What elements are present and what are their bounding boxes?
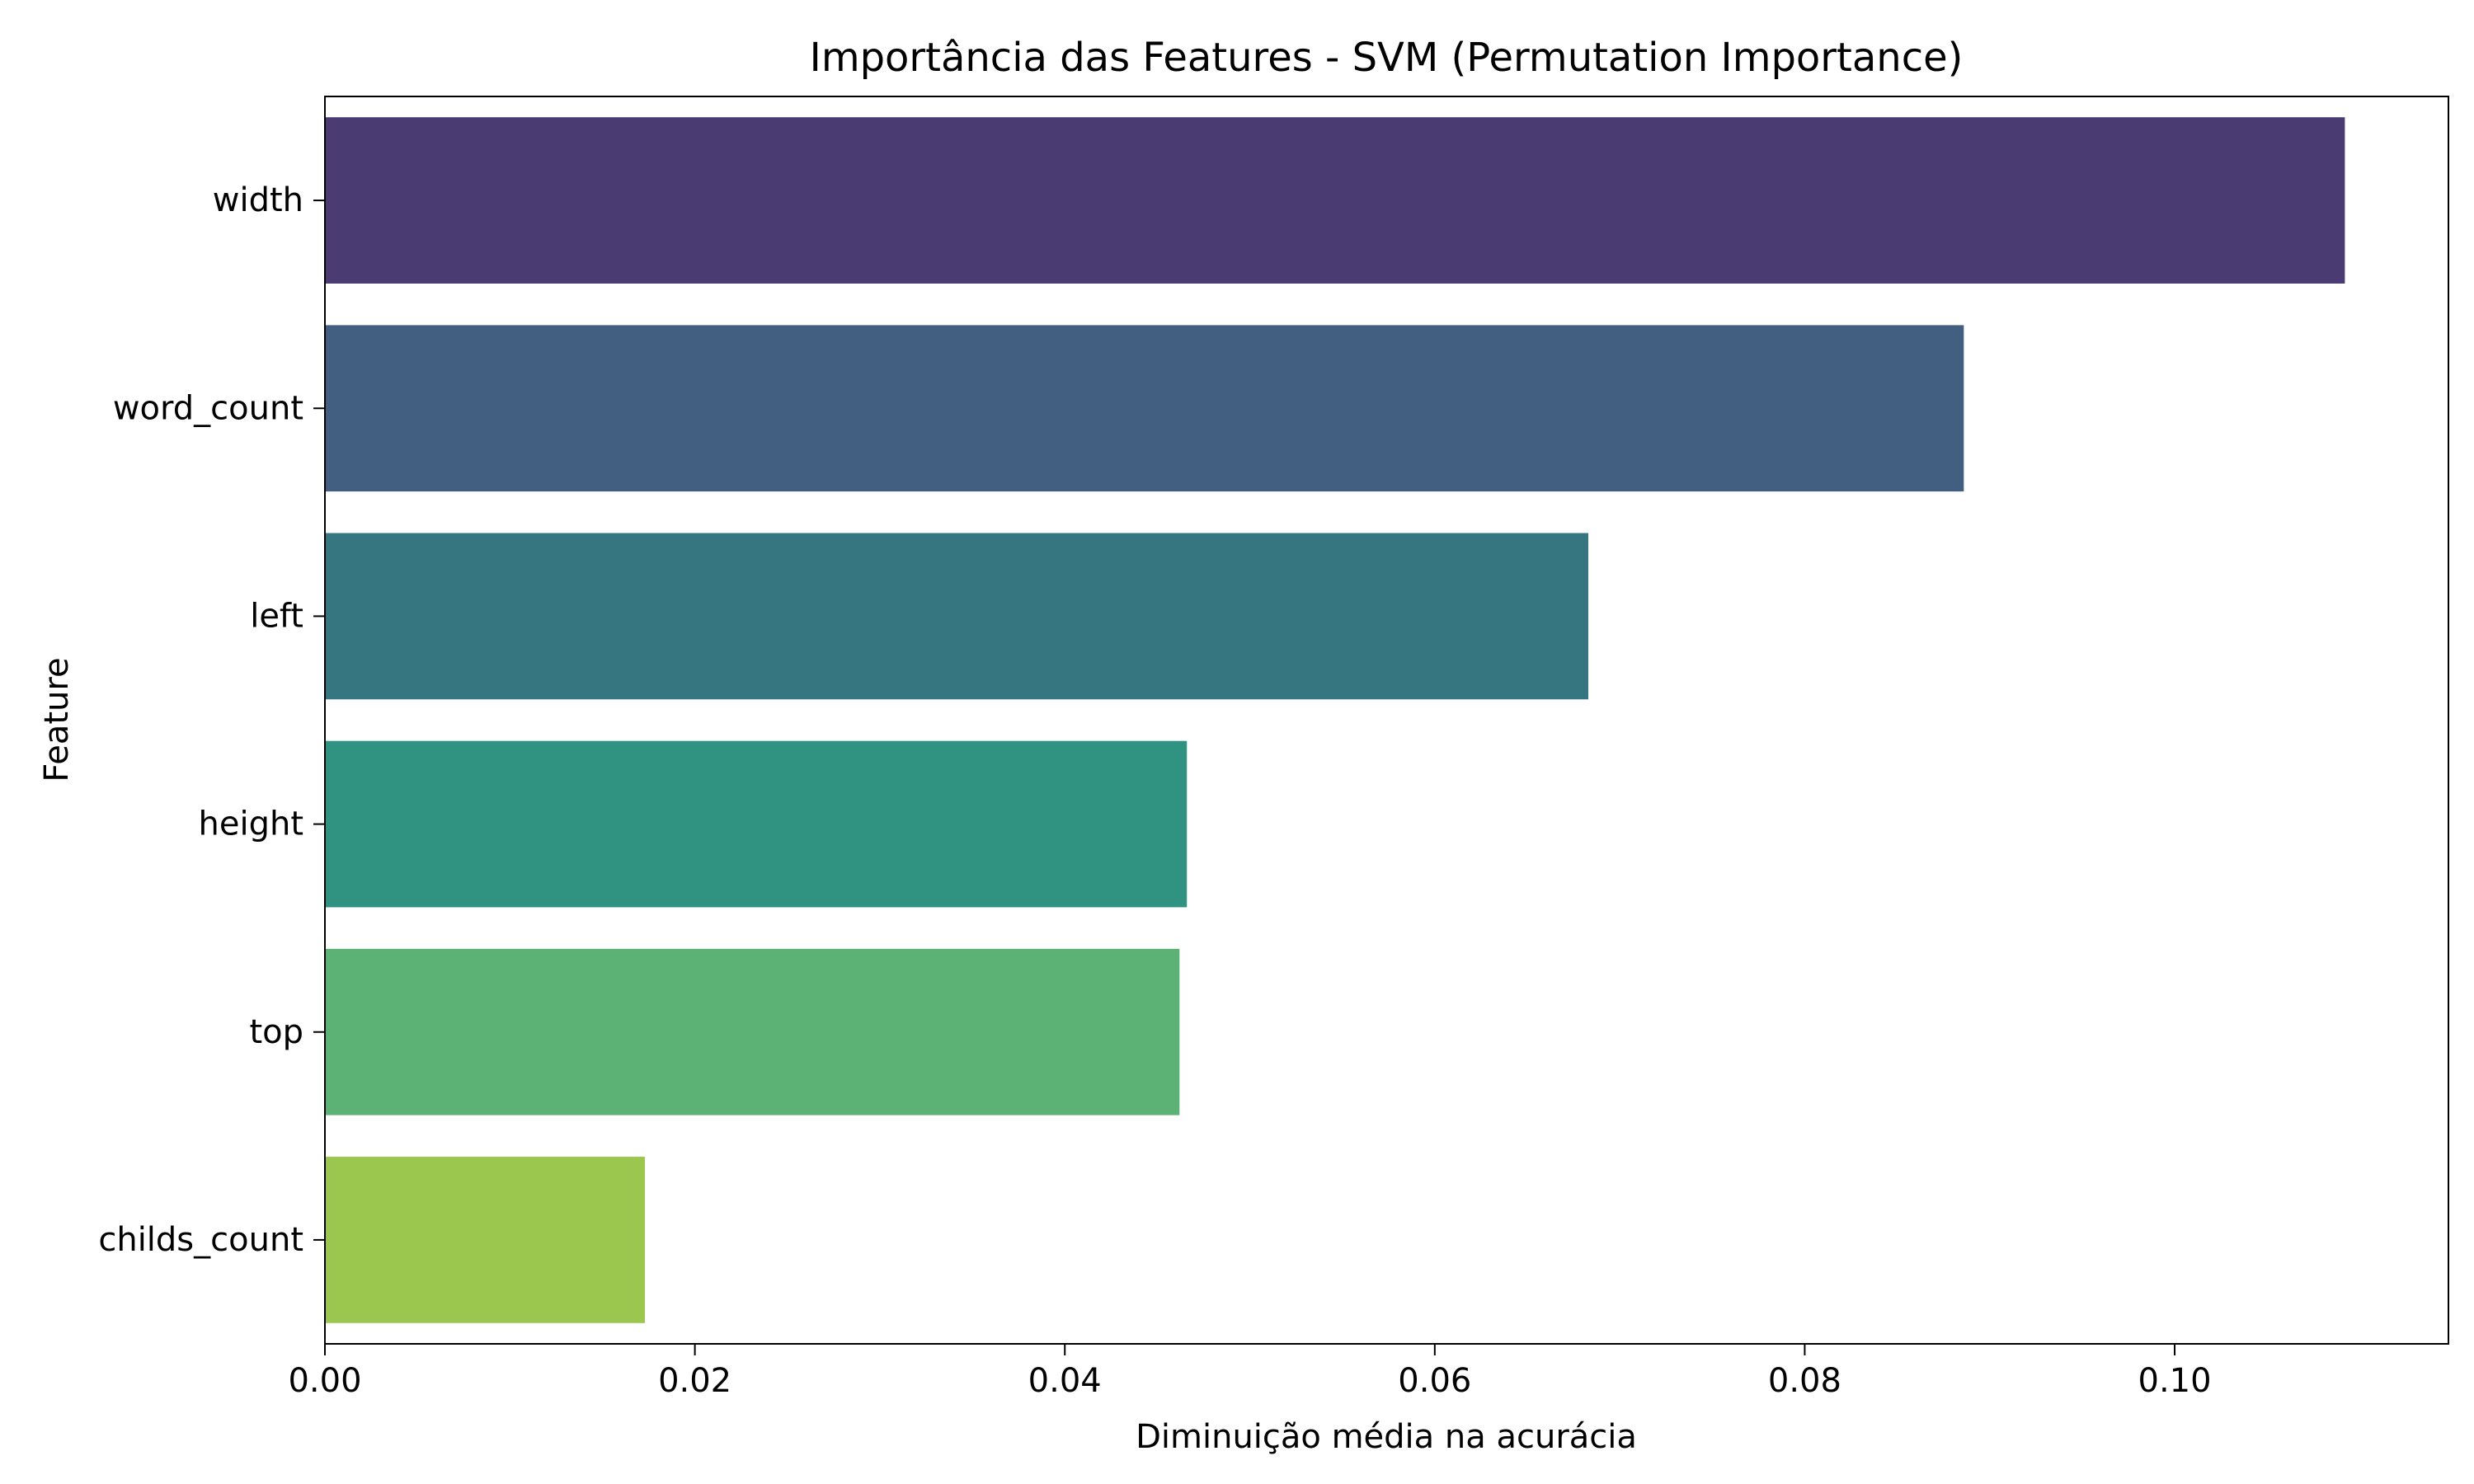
bars-group — [325, 117, 2345, 1323]
bar-left — [325, 533, 1588, 700]
y-axis-label: Feature — [38, 657, 76, 782]
y-tick-label: width — [213, 181, 303, 219]
y-tick-label: height — [199, 805, 304, 843]
y-tick-label: word_count — [113, 389, 303, 427]
bar-word-count — [325, 325, 1964, 492]
x-tick-label: 0.08 — [1768, 1362, 1841, 1400]
x-tick-label: 0.10 — [2138, 1362, 2212, 1400]
x-tick-label: 0.00 — [288, 1362, 361, 1400]
bar-top — [325, 948, 1180, 1115]
y-tick-label: top — [249, 1013, 303, 1051]
plot-frame — [324, 96, 2449, 1345]
y-tick-label: left — [250, 597, 303, 635]
y-tick-label: childs_count — [98, 1221, 303, 1259]
chart-title: Importância das Features - SVM (Permutat… — [810, 35, 1964, 81]
bar-width — [325, 117, 2345, 284]
x-axis-ticks: 0.00 0.02 0.04 0.06 0.08 0.10 — [288, 1344, 2212, 1400]
x-tick-label: 0.06 — [1398, 1362, 1471, 1400]
x-tick-label: 0.02 — [658, 1362, 731, 1400]
x-tick-label: 0.04 — [1028, 1362, 1102, 1400]
x-axis-label: Diminuição média na acurácia — [1136, 1418, 1637, 1456]
bar-height — [325, 740, 1188, 908]
bar-childs-count — [325, 1157, 646, 1323]
